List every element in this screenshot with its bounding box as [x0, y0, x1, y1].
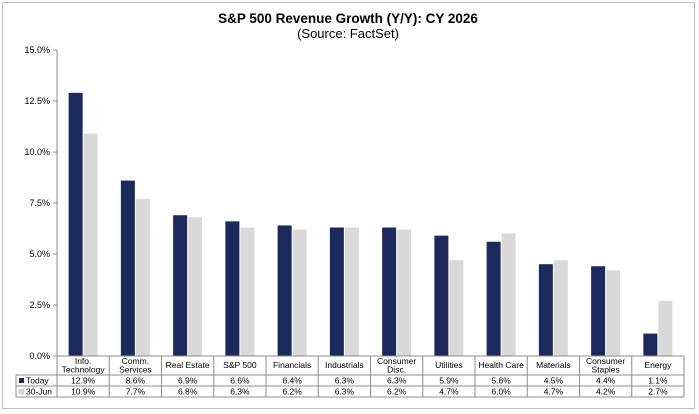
category-label: Financials	[273, 360, 311, 370]
data-label: 5.6%	[491, 376, 511, 386]
data-label: 6.6%	[230, 376, 250, 386]
bar-june-0	[83, 133, 98, 356]
data-label: 4.7%	[439, 387, 459, 397]
chart-subtitle: (Source: FactSet)	[297, 26, 399, 41]
y-tick-label: 7.5%	[29, 198, 50, 208]
legend-label: Today	[26, 376, 49, 386]
data-label: 6.0%	[491, 387, 511, 397]
bar-today-10	[591, 266, 606, 356]
data-label: 6.3%	[335, 387, 355, 397]
data-label: 8.6%	[126, 376, 146, 386]
y-tick-label: 5.0%	[29, 249, 50, 259]
bar-today-7	[434, 235, 449, 356]
bar-june-5	[344, 227, 359, 356]
data-label: 12.9%	[71, 376, 96, 386]
category-label: Technology	[62, 365, 106, 375]
y-tick-label: 2.5%	[29, 300, 50, 310]
bar-today-5	[329, 227, 344, 356]
bar-june-2	[188, 217, 203, 356]
bar-today-3	[225, 221, 240, 356]
bar-today-8	[486, 241, 501, 356]
data-label: 6.2%	[387, 387, 407, 397]
bar-june-6	[397, 229, 412, 356]
bar-june-8	[501, 233, 516, 356]
category-label: Energy	[644, 360, 672, 370]
y-tick-label: 15.0%	[24, 45, 50, 55]
data-label: 6.8%	[178, 387, 198, 397]
category-label: Staples	[591, 365, 619, 375]
data-label: 6.2%	[282, 387, 302, 397]
data-label: 4.2%	[596, 387, 616, 397]
bar-today-4	[277, 225, 292, 356]
category-label: Materials	[536, 360, 570, 370]
bar-june-10	[606, 270, 621, 356]
y-tick-label: 0.0%	[29, 351, 50, 361]
legend-label: 30-Jun	[26, 387, 52, 397]
category-label: Utilities	[435, 360, 462, 370]
category-label: Industrials	[325, 360, 364, 370]
y-tick-label: 10.0%	[24, 147, 50, 157]
data-label: 6.3%	[387, 376, 407, 386]
data-label: 1.1%	[648, 376, 668, 386]
bar-june-4	[292, 229, 307, 356]
category-label: Info.	[75, 356, 92, 366]
data-label: 7.7%	[126, 387, 146, 397]
bar-today-9	[538, 264, 553, 356]
bar-today-2	[173, 215, 188, 356]
y-tick-label: 12.5%	[24, 96, 50, 106]
category-label: S&P 500	[223, 360, 257, 370]
data-label: 6.4%	[282, 376, 302, 386]
category-label: Comm.	[122, 356, 149, 366]
data-label: 2.7%	[648, 387, 668, 397]
data-label: 6.3%	[230, 387, 250, 397]
bar-june-7	[449, 260, 464, 356]
category-label: Disc.	[387, 365, 406, 375]
bar-june-9	[553, 260, 568, 356]
bar-june-3	[240, 227, 255, 356]
category-label: Health Care	[478, 360, 524, 370]
bar-june-11	[658, 300, 673, 356]
data-label: 4.4%	[596, 376, 616, 386]
legend-key-today	[19, 378, 24, 383]
legend-key-june	[18, 388, 25, 395]
chart-title: S&P 500 Revenue Growth (Y/Y): CY 2026	[218, 11, 478, 26]
data-label: 10.9%	[71, 387, 96, 397]
bar-today-1	[120, 180, 135, 356]
plot-area: 0.0% 2.5% 5.0% 7.5% 10.0% 12.5% 15.0% Info.Tech…	[15, 45, 685, 398]
category-label: Consumer	[377, 356, 416, 366]
data-label: 5.9%	[439, 376, 459, 386]
category-label: Consumer	[586, 356, 625, 366]
data-label: 4.7%	[544, 387, 564, 397]
bar-today-6	[382, 227, 397, 356]
bar-june-1	[135, 198, 150, 356]
bar-today-0	[68, 92, 83, 356]
category-label: Real Estate	[166, 360, 210, 370]
data-label: 6.9%	[178, 376, 198, 386]
data-label: 4.5%	[544, 376, 564, 386]
data-label: 6.3%	[335, 376, 355, 386]
category-label: Services	[119, 365, 152, 375]
bar-today-11	[643, 333, 658, 356]
